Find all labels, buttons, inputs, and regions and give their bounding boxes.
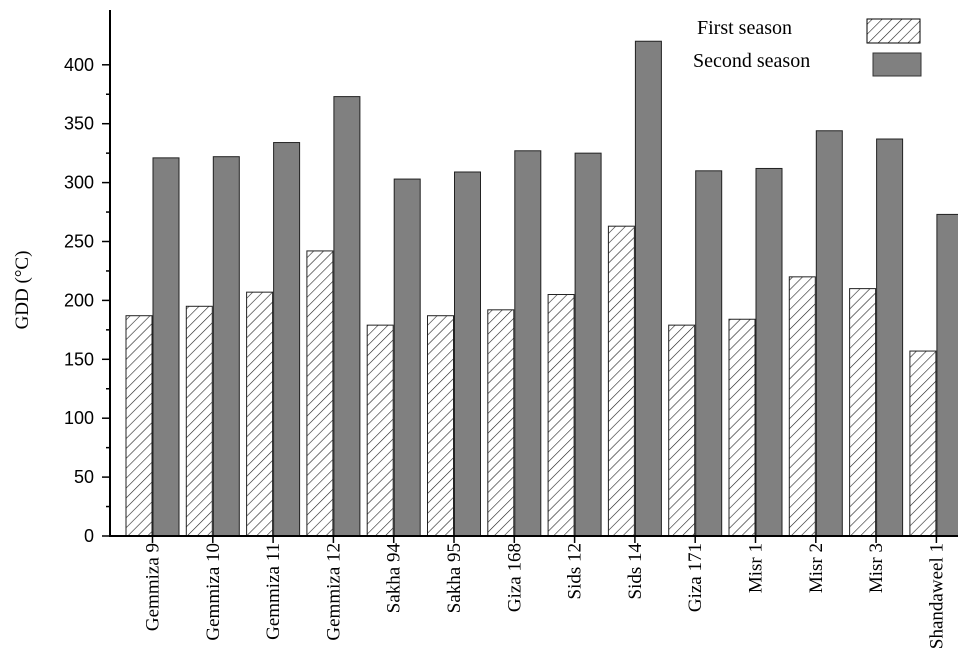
bar-second-season-shandaweel-1 [936, 213, 958, 537]
bar-first-season-misr-1 [728, 318, 756, 537]
legend-swatch-second-season [872, 52, 922, 77]
bar-first-season-giza-168 [487, 309, 515, 537]
bar-second-season-misr-1 [755, 167, 783, 537]
y-tick-label: 50 [74, 467, 94, 487]
y-tick-label: 400 [64, 55, 94, 75]
x-tick-label: Sakha 95 [444, 543, 465, 613]
x-tick-label: Gemmiza 10 [203, 543, 224, 641]
x-tick-label: Gemmiza 11 [263, 543, 284, 640]
bar-first-season-sakha-94 [366, 324, 394, 537]
y-tick-label: 100 [64, 408, 94, 428]
bar-second-season-gemmiza-11 [273, 142, 301, 537]
y-tick-label: 300 [64, 173, 94, 193]
bar-second-season-gemmiza-10 [212, 156, 240, 537]
bar-second-season-gemmiza-9 [152, 157, 180, 537]
bar-first-season-gemmiza-10 [185, 305, 213, 537]
y-tick-label: 200 [64, 290, 94, 310]
bars [125, 40, 958, 537]
bar-first-season-giza-171 [668, 324, 696, 537]
bar-first-season-misr-2 [788, 276, 816, 537]
bar-second-season-misr-2 [815, 130, 843, 537]
y-axis-label: GDD (°C) [12, 251, 33, 330]
bar-second-season-giza-168 [514, 150, 542, 537]
x-tick-label: Sids 14 [625, 543, 646, 600]
legend-label-first-season: First season [697, 17, 792, 39]
y-tick-label: 150 [64, 349, 94, 369]
x-tick-label: Sids 12 [565, 543, 586, 600]
bar-second-season-sids-12 [574, 152, 602, 537]
x-tick-label: Shandaweel 1 [926, 543, 947, 649]
x-tick-label: Misr 1 [746, 543, 767, 593]
x-tick-label: Sakha 94 [384, 543, 405, 614]
legend: First season Second season [693, 17, 922, 77]
bar-second-season-misr-3 [876, 138, 904, 537]
x-tick-label: Misr 3 [866, 543, 887, 593]
y-tick-label: 0 [84, 526, 94, 546]
bar-second-season-giza-171 [695, 170, 723, 537]
bar-second-season-sids-14 [634, 40, 662, 537]
bar-first-season-gemmiza-9 [125, 315, 153, 537]
legend-label-second-season: Second season [693, 50, 810, 72]
bar-first-season-misr-3 [849, 288, 877, 537]
x-tick-label: Gemmiza 9 [143, 543, 164, 631]
bar-second-season-gemmiza-12 [333, 96, 361, 537]
x-tick-label: Gemmiza 12 [323, 543, 344, 641]
bar-first-season-sakha-95 [427, 315, 454, 537]
x-tick-label: Giza 171 [685, 543, 706, 612]
x-tick-label: Misr 2 [806, 543, 827, 593]
bar-first-season-gemmiza-11 [246, 291, 274, 537]
bar-second-season-sakha-95 [454, 171, 481, 537]
x-axis-tick-labels: Gemmiza 9 Gemmiza 10 Gemmiza 11 Gemmiza 12 S… [143, 536, 947, 649]
bar-first-season-sids-14 [607, 225, 635, 537]
y-axis-ticks: 0 50 100 150 200 250 300 350 400 [64, 55, 110, 546]
y-tick-label: 350 [64, 114, 94, 134]
y-tick-label: 250 [64, 232, 94, 252]
bar-first-season-gemmiza-12 [306, 250, 334, 537]
bar-second-season-sakha-94 [393, 178, 421, 537]
bar-first-season-sids-12 [547, 294, 575, 537]
bar-first-season-shandaweel-1 [909, 350, 937, 537]
legend-swatch-first-season [866, 18, 921, 44]
x-tick-label: Giza 168 [504, 543, 525, 612]
